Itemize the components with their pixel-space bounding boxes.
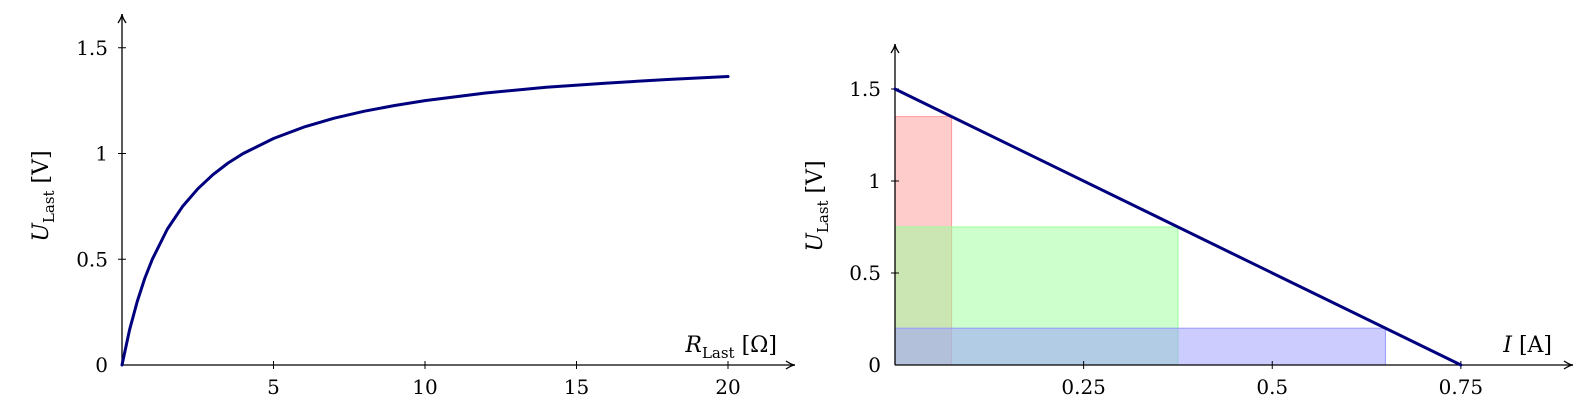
chart2-x-axis-label: I [A]: [1502, 333, 1552, 358]
chart1-x-axis-label-symbol: R: [684, 333, 702, 358]
chart2-region-3: [894, 327, 1386, 366]
chart1-x-axis-label: RLast [Ω]: [684, 333, 777, 362]
chart2-x-axis-arrow: [1563, 360, 1574, 370]
chart1-x-axis-arrow: [785, 360, 796, 370]
chart1-x-tick-label: 5: [267, 375, 280, 399]
chart2-x-tick-label: 0.25: [1061, 375, 1106, 399]
chart2-y-axis-label-subscript: Last: [814, 200, 832, 233]
chart1-x-axis-label-subscript: Last: [702, 344, 735, 362]
chart1-y-axis-label-symbol: U: [29, 222, 54, 242]
chart2-y-tick-label: 0: [868, 353, 881, 377]
chart2-x-tick-label: 0.5: [1256, 375, 1288, 399]
chart1-x-tick-label: 15: [564, 375, 589, 399]
chart2-series-line-1: [893, 87, 1463, 367]
chart1-panel: 5 10 15 20 0 0.5 1 1.5: [76, 14, 795, 399]
chart2-panel: 0.25 0.5 0.75 0 0.5 1 1.5: [849, 44, 1573, 399]
chart2-y-tick-label: 1.5: [849, 77, 881, 101]
chart2-y-axis-label-unit: [V]: [803, 160, 828, 200]
chart1-y-tick-label: 1.5: [76, 36, 108, 60]
chart1-y-axis-label-unit: [V]: [29, 150, 54, 190]
chart2-y-axis-label-symbol: U: [803, 232, 828, 252]
chart2-x-axis-label-symbol: I: [1502, 333, 1513, 358]
chart1-y-axis-label-subscript: Last: [40, 190, 58, 223]
chart2-y-axis-arrow: [890, 43, 900, 54]
chart1-x-axis-label-unit: [Ω]: [735, 333, 777, 358]
chart2-y-tick-label: 1: [868, 169, 881, 193]
chart1-y-axis-label: ULast [V]: [29, 150, 58, 241]
chart1-x-tick-label: 10: [412, 375, 437, 399]
chart1-y-axis-arrow: [117, 13, 127, 24]
chart2-x-tick-label: 0.75: [1439, 375, 1484, 399]
chart1-x-tick-label: 20: [715, 375, 740, 399]
chart2-y-axis-label: ULast [V]: [803, 160, 832, 251]
chart2-x-axis-label-unit: [A]: [1512, 333, 1552, 358]
chart1-y-tick-label: 0.5: [76, 247, 108, 271]
chart1-y-tick-label: 0: [95, 353, 108, 377]
chart1-y-tick-label: 1: [95, 142, 108, 166]
chart2-y-tick-label: 0.5: [849, 261, 881, 285]
chart1-series-line-1: [120, 75, 730, 367]
